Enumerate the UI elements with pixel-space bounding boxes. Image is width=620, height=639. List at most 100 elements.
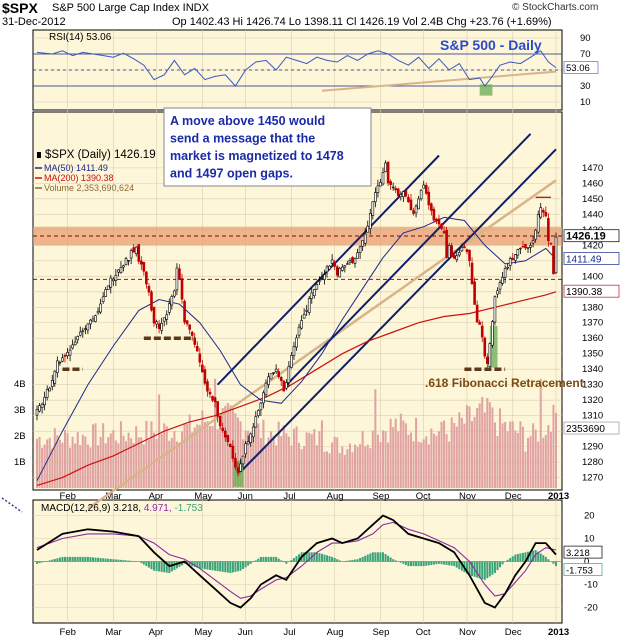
candle-body: [267, 376, 270, 385]
candle-body: [343, 265, 347, 268]
last-value-box: [563, 229, 620, 243]
macd-histogram-bar: [514, 554, 517, 562]
volume-bar: [119, 421, 122, 488]
price-tick-label: 1330: [582, 380, 603, 391]
rsi-last-label: 53.06: [566, 63, 590, 74]
candle-body: [346, 263, 349, 265]
macd-histogram-bar: [48, 560, 51, 562]
macd-histogram-bar: [229, 561, 232, 573]
macd-histogram-bar: [41, 561, 44, 563]
volume-bar: [211, 425, 214, 488]
candle-body: [287, 366, 291, 383]
volume-bar: [387, 442, 390, 488]
candle-body: [417, 198, 420, 210]
volume-bar: [488, 402, 491, 488]
volume-bar: [521, 426, 524, 488]
macd-histogram-bar: [320, 553, 323, 562]
candle-body: [389, 181, 392, 186]
macd-histogram-bar: [331, 556, 334, 562]
candle-body: [208, 391, 212, 395]
macd-histogram-bar: [117, 559, 120, 562]
candle-body: [363, 233, 367, 244]
macd-histogram-bar: [440, 561, 443, 565]
macd-histogram-bar: [127, 560, 130, 562]
macd-tick-label: 0: [584, 557, 589, 568]
macd-histogram-bar: [506, 559, 509, 562]
macd-histogram-bar: [478, 561, 481, 579]
volume-bar: [76, 432, 79, 488]
last-value-box: [563, 421, 620, 435]
candle-body: [127, 259, 130, 262]
macd-histogram-bar: [58, 557, 61, 562]
candle-body: [249, 433, 253, 443]
volume-bar: [48, 437, 51, 488]
price-tick-label: 1360: [582, 333, 603, 344]
chart-date: 31-Dec-2012: [2, 16, 66, 28]
volume-bar: [104, 443, 107, 488]
volume-bar: [437, 431, 440, 488]
macd-histogram-bar: [170, 561, 173, 572]
macd-histogram-bar: [234, 561, 237, 572]
volume-bar: [145, 420, 148, 488]
volume-bar: [285, 433, 288, 488]
volume-bar: [374, 389, 377, 488]
volume-bar: [453, 422, 456, 488]
candle-body: [162, 317, 166, 322]
volume-bar: [142, 444, 145, 488]
volume-bar: [287, 436, 290, 488]
volume-bar: [516, 432, 519, 488]
volume-bar: [165, 426, 168, 488]
macd-histogram-bar: [460, 561, 463, 571]
volume-bar: [310, 434, 313, 488]
volume-bar: [348, 443, 351, 488]
channel-trendline: [237, 148, 557, 476]
volume-bar: [61, 442, 64, 488]
volume-bar: [198, 424, 201, 488]
x-month-label-macd: Oct: [416, 627, 431, 638]
macd-histogram-bar: [76, 556, 79, 562]
candle-body: [338, 268, 342, 278]
macd-histogram-bar: [262, 556, 265, 562]
volume-bar: [534, 429, 537, 488]
volume-bar: [537, 441, 540, 488]
macd-histogram-bar: [305, 552, 308, 562]
macd-histogram-bar: [481, 561, 484, 580]
volume-bar: [63, 430, 66, 488]
candle-body: [524, 243, 527, 249]
macd-histogram-bar: [211, 561, 214, 571]
volume-bar: [89, 447, 92, 488]
candle-body: [552, 245, 555, 275]
volume-bar: [86, 444, 89, 488]
candle-body: [94, 315, 97, 322]
candle-body: [152, 307, 156, 324]
macd-histogram-bar: [270, 556, 273, 562]
macd-histogram-bar: [450, 561, 453, 566]
volume-bar: [532, 423, 535, 488]
volume-bar: [41, 447, 44, 488]
macd-histogram-bar: [374, 552, 377, 562]
volume-bar: [483, 412, 486, 488]
candle-body: [188, 324, 191, 330]
candle-body: [170, 296, 174, 306]
x-month-label-price: Feb: [60, 491, 76, 502]
candle-body: [218, 415, 222, 427]
x-month-label-macd: Feb: [60, 627, 76, 638]
volume-bar: [506, 431, 509, 488]
candle-body: [246, 441, 250, 445]
volume-bar: [282, 425, 285, 488]
macd-histogram-bar: [555, 561, 557, 567]
candle-body: [447, 245, 451, 259]
pointer-dash: [1, 497, 23, 513]
volume-bar: [338, 453, 341, 488]
volume-bar: [407, 434, 410, 488]
candle-body: [437, 218, 441, 225]
price-tick-label: 1400: [582, 271, 603, 282]
volume-bar: [369, 448, 372, 488]
candle-body: [38, 405, 41, 412]
candle-body: [473, 281, 476, 305]
candle-body: [63, 355, 67, 357]
volume-bar: [499, 408, 502, 488]
volume-bar: [74, 443, 77, 488]
volume-bar: [539, 378, 542, 488]
macd-histogram-bar: [153, 561, 156, 571]
